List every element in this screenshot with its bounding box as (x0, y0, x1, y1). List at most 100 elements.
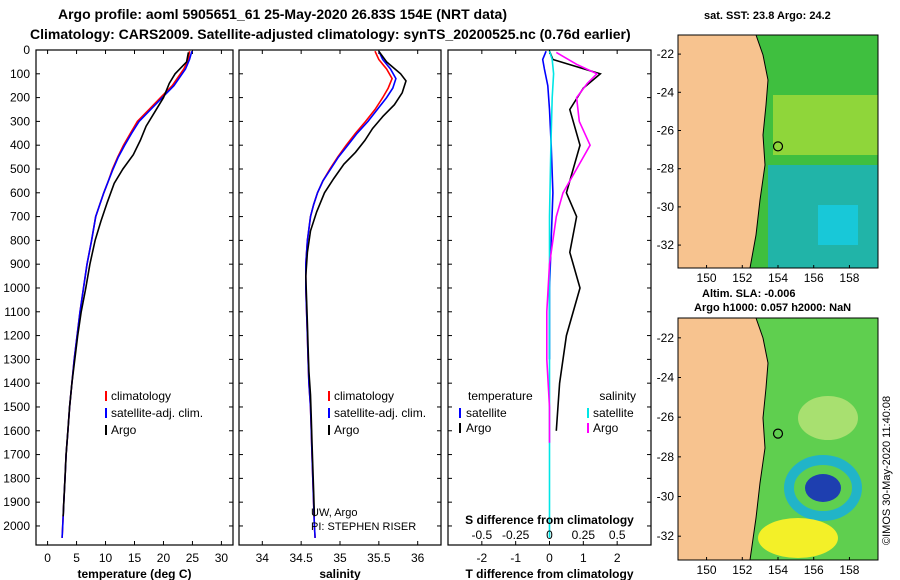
plot-frame-salinity (238, 49, 442, 546)
y-tick-label: 300 (10, 114, 30, 128)
map-x-tick-label: 150 (697, 563, 717, 577)
legend-title: temperature (468, 389, 533, 403)
y-tick-label: 1000 (3, 281, 30, 295)
legend-label: satellite (593, 406, 634, 420)
land-mass (677, 317, 769, 561)
credit-text: ©IMOS 30-May-2020 11:40:08 (881, 395, 893, 545)
map-x-tick-label: 150 (697, 271, 717, 285)
legend-label: Argo (593, 421, 619, 435)
series-line-satellite-adj-clim- (304, 50, 397, 538)
x-tick-label: 35.5 (367, 551, 391, 565)
map-y-tick-label: -26 (657, 410, 675, 424)
x-tick-label: 34 (256, 551, 270, 565)
x-tick-label: 0 (546, 551, 553, 565)
map-x-tick-label: 156 (804, 271, 824, 285)
x-axis-label: temperature (deg C) (77, 567, 191, 580)
x-tick-label: 1 (580, 551, 587, 565)
x-tick-label: 36 (411, 551, 425, 565)
annotation-text: UW, Argo (311, 507, 357, 519)
land-mass (677, 34, 769, 269)
series-line-salinity-argo (545, 51, 599, 443)
map-x-tick-label: 156 (804, 563, 824, 577)
x-tick-label: 5 (73, 551, 80, 565)
x-tick-label: 34.5 (289, 551, 313, 565)
map-x-tick-label: 158 (839, 271, 859, 285)
sla-map-subtitle: Argo h1000: 0.057 h2000: NaN (694, 302, 852, 314)
legend-label: climatology (334, 389, 394, 403)
x-tick-label: 2 (614, 551, 621, 565)
legend-label: Argo (334, 423, 360, 437)
y-tick-label: 1500 (3, 400, 30, 414)
series-line-argo (62, 52, 190, 517)
map-x-tick-label: 152 (732, 271, 752, 285)
x-tick-label: 30 (215, 551, 229, 565)
sla-map-title: Altim. SLA: -0.006 (702, 288, 796, 300)
map-y-tick-label: -32 (657, 529, 675, 543)
map-y-tick-label: -28 (657, 450, 675, 464)
sst-map-title: sat. SST: 23.8 Argo: 24.2 (704, 10, 831, 22)
map-y-tick-label: -32 (657, 238, 675, 252)
x-axis-label: salinity (319, 567, 361, 580)
sst-cold-patch (818, 205, 858, 245)
x2-tick-label: 0.25 (572, 528, 596, 542)
x-tick-label: -2 (476, 551, 487, 565)
series-line-climatology (304, 50, 393, 538)
legend-label: climatology (111, 389, 171, 403)
x2-tick-label: 0 (546, 528, 553, 542)
x-tick-label: -1 (510, 551, 521, 565)
y-tick-label: 1300 (3, 352, 30, 366)
y-tick-label: 1900 (3, 495, 30, 509)
x-tick-label: 0 (44, 551, 51, 565)
map-x-tick-label: 158 (839, 563, 859, 577)
map-x-tick-label: 152 (732, 563, 752, 577)
sla-yellow-region (758, 518, 838, 558)
series-line-satellite-adj-clim- (61, 50, 193, 538)
x-tick-label: 10 (99, 551, 113, 565)
map-y-tick-label: -22 (657, 47, 675, 61)
x-tick-label: 15 (128, 551, 142, 565)
y-tick-label: 600 (10, 186, 30, 200)
y-tick-label: 1700 (3, 448, 30, 462)
legend-label: Argo (466, 421, 492, 435)
map-x-tick-label: 154 (768, 271, 788, 285)
legend-title: salinity (599, 389, 636, 403)
x2-tick-label: 0.5 (609, 528, 626, 542)
map-y-tick-label: -30 (657, 490, 675, 504)
x2-tick-label: -0.25 (502, 528, 530, 542)
x-tick-label: 25 (186, 551, 200, 565)
sla-low-center (805, 474, 841, 502)
y-tick-label: 200 (10, 91, 30, 105)
x2-axis-label: S difference from climatology (465, 513, 634, 527)
x-axis-label: T difference from climatology (465, 567, 633, 580)
sla-low-ring (784, 455, 862, 521)
legend-label: Argo (111, 423, 137, 437)
map-y-tick-label: -30 (657, 200, 675, 214)
y-tick-label: 1400 (3, 376, 30, 390)
y-tick-label: 400 (10, 138, 30, 152)
legend-label: satellite-adj. clim. (334, 406, 426, 420)
map-y-tick-label: -28 (657, 162, 675, 176)
map-sst-map (677, 34, 879, 269)
x2-tick-label: -0.5 (471, 528, 492, 542)
series-line-argo (304, 50, 407, 517)
chart-title-line2: Climatology: CARS2009. Satellite-adjuste… (30, 26, 631, 42)
x-tick-label: 35 (333, 551, 347, 565)
y-tick-label: 900 (10, 257, 30, 271)
legend-label: satellite (466, 406, 507, 420)
chart-title-line1: Argo profile: aoml 5905651_61 25-May-202… (58, 6, 507, 22)
map-sla-map (677, 317, 879, 561)
argo-position-marker (772, 141, 784, 152)
map-y-tick-label: -26 (657, 123, 675, 137)
series-line-salinity-satellite (548, 50, 555, 538)
y-tick-label: 500 (10, 162, 30, 176)
y-tick-label: 2000 (3, 519, 30, 533)
sst-warm-region (773, 95, 878, 155)
series-line-temperature-satellite (541, 50, 554, 360)
y-tick-label: 1800 (3, 471, 30, 485)
map-x-tick-label: 154 (768, 563, 788, 577)
legend-label: satellite-adj. clim. (111, 406, 203, 420)
series-line-temperature-argo (548, 50, 602, 431)
y-tick-label: 0 (23, 43, 30, 57)
y-tick-label: 800 (10, 233, 30, 247)
